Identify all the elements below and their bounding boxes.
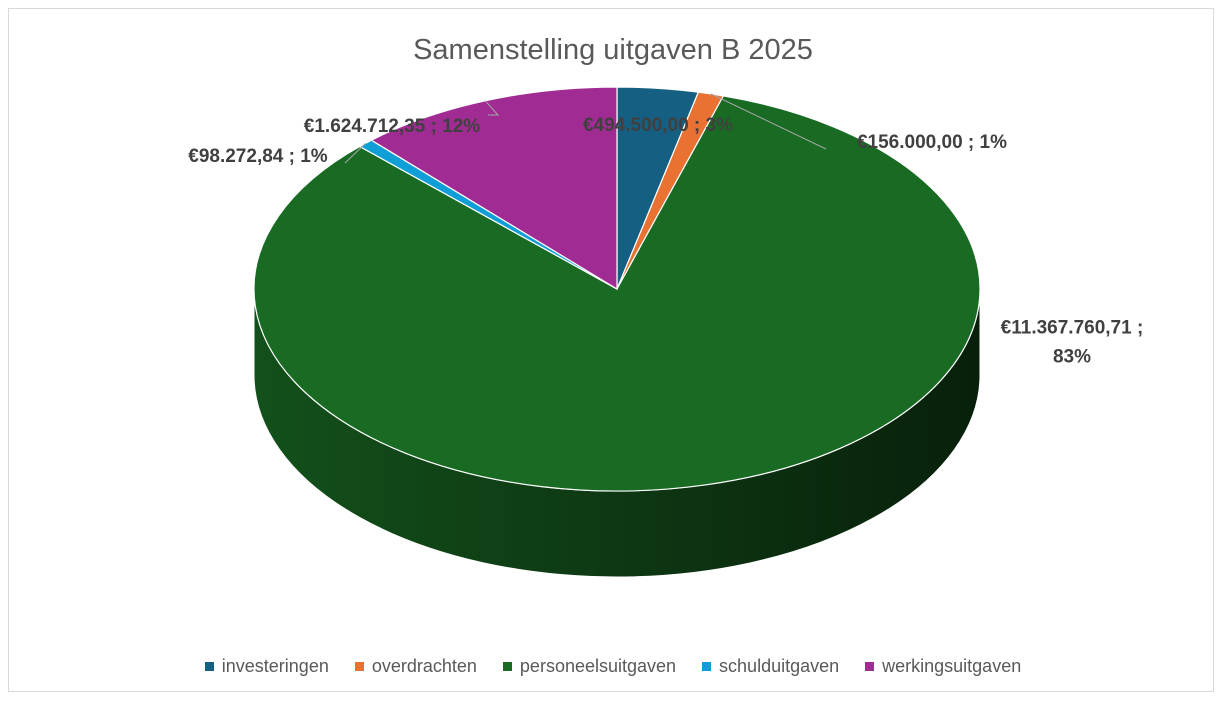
legend-label: werkingsuitgaven xyxy=(882,656,1022,676)
data-label: €11.367.760,71 ; 83% xyxy=(1000,317,1144,368)
legend-item: investeringen xyxy=(204,656,329,677)
legend-item: personeelsuitgaven xyxy=(502,656,677,677)
legend-item: schulduitgaven xyxy=(702,656,839,677)
data-label: €494.500,00 ; 3% xyxy=(582,114,733,136)
legend-label: overdrachten xyxy=(371,656,477,676)
legend-swatch xyxy=(865,662,875,671)
legend-item: werkingsuitgaven xyxy=(865,656,1021,677)
legend-item: overdrachten xyxy=(354,656,477,677)
slice xyxy=(253,95,981,492)
legend: investeringen overdrachten personeelsuitga… xyxy=(0,656,1226,677)
data-label: €156.000,00 ; 1% xyxy=(856,131,1007,153)
legend-label: investeringen xyxy=(221,656,329,676)
legend-swatch xyxy=(354,662,364,671)
leader-line xyxy=(344,142,366,164)
legend-swatch xyxy=(702,662,712,671)
leader-line xyxy=(484,100,500,116)
chart-frame xyxy=(8,8,1214,692)
legend-label: schulduitgaven xyxy=(719,656,840,676)
chart-title: Samenstelling uitgaven B 2025 xyxy=(413,34,813,66)
leader-line xyxy=(710,93,827,150)
data-label: €98.272,84 ; 1% xyxy=(188,145,328,167)
legend-swatch xyxy=(204,662,214,671)
legend-label: personeelsuitgaven xyxy=(519,656,677,676)
legend-swatch xyxy=(502,662,512,671)
data-label: €1.624.712,35 ; 12% xyxy=(303,115,481,137)
